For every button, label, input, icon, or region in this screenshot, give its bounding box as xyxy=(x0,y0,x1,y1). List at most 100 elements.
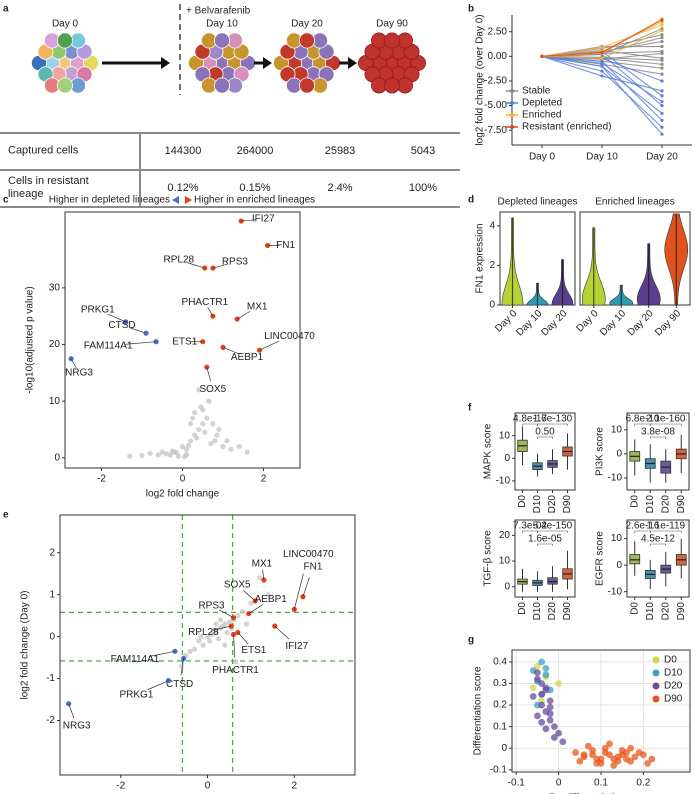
lineage-point xyxy=(660,29,664,33)
y-tick-label: -7.50 xyxy=(484,125,507,136)
x-tick-label: 0 xyxy=(556,778,562,789)
point xyxy=(572,749,579,756)
y-tick-label: 0 xyxy=(616,449,622,460)
point xyxy=(212,438,218,444)
lineage-point xyxy=(600,45,604,50)
p-value: 1.1e-119 xyxy=(646,521,685,532)
point xyxy=(644,759,652,767)
table-cell: 100% xyxy=(408,182,438,194)
x-tick-label: Day 10 xyxy=(514,308,544,338)
leader-line xyxy=(180,658,184,676)
x-tick-label: D0 xyxy=(629,495,640,508)
point-label: FAM114A1 xyxy=(111,654,160,665)
point xyxy=(546,703,554,711)
arrow-head xyxy=(348,57,357,69)
table-rule xyxy=(139,132,141,208)
y-tick-label: 30 xyxy=(49,283,61,294)
panel-letter: a xyxy=(3,4,9,15)
point xyxy=(209,631,215,638)
point xyxy=(542,684,550,692)
point xyxy=(207,638,213,644)
header-right: Higher in enriched lineages xyxy=(194,195,315,206)
x-tick-label: Day 20 xyxy=(539,308,569,338)
point xyxy=(538,701,546,709)
arrow-right xyxy=(185,196,192,204)
point xyxy=(179,443,186,450)
y-tick-label: 4 xyxy=(489,220,495,231)
leader-line xyxy=(212,263,228,269)
y-tick-label: -10 xyxy=(608,586,623,597)
leader-line xyxy=(187,262,205,269)
point xyxy=(529,693,537,700)
leader-line xyxy=(259,340,280,351)
point xyxy=(601,749,609,756)
x-tick-label: Day 90 xyxy=(653,308,683,338)
point xyxy=(542,664,550,672)
legend-swatch xyxy=(510,101,514,105)
comparison-bracket xyxy=(649,436,667,439)
x-tick-label: 0.1 xyxy=(594,778,608,789)
point xyxy=(244,449,250,455)
box xyxy=(547,577,558,585)
y-tick-label: 0 xyxy=(49,631,55,642)
leader-line xyxy=(124,341,157,345)
table-cell: 0.15% xyxy=(239,182,271,194)
point-label: RPL28 xyxy=(163,255,194,266)
point xyxy=(542,671,550,679)
point-label: ETS1 xyxy=(172,336,197,347)
x-tick-label: D90 xyxy=(676,495,687,514)
point xyxy=(196,387,202,393)
point xyxy=(204,634,211,640)
highlight-point xyxy=(210,265,216,271)
x-tick-label: -2 xyxy=(97,474,106,485)
y-tick-label: 2 xyxy=(49,547,55,558)
point-label: AEBP1 xyxy=(255,594,288,605)
point xyxy=(185,442,192,448)
lineage-point xyxy=(660,36,664,40)
point xyxy=(576,757,584,765)
panel-letter: c xyxy=(3,195,9,206)
x-tick-label: D10 xyxy=(645,602,656,621)
y-tick-label: -2.50 xyxy=(484,76,507,87)
facet-title: Enriched lineages xyxy=(595,197,675,208)
comparison-bracket xyxy=(649,530,682,533)
point xyxy=(538,680,546,687)
p-value: 5.4e-150 xyxy=(533,521,573,532)
y-tick-label: -1 xyxy=(46,673,55,684)
point xyxy=(538,690,546,698)
plot-frame xyxy=(514,412,576,491)
point xyxy=(529,684,537,692)
point-label: NRG3 xyxy=(65,367,93,378)
plot-frame xyxy=(59,514,356,776)
lineage-point xyxy=(660,118,664,122)
cell-icon xyxy=(57,77,74,94)
point xyxy=(546,716,554,724)
point-label: PRKG1 xyxy=(120,689,154,700)
y-tick-label: 0.4 xyxy=(493,657,507,668)
y-tick-label: 10 xyxy=(611,424,623,435)
leader-line xyxy=(130,327,147,334)
point xyxy=(555,680,563,687)
point xyxy=(597,759,605,767)
point xyxy=(215,636,221,642)
y-axis-title: TGF-β score xyxy=(483,530,494,587)
point-label: ETS1 xyxy=(241,645,266,656)
facet-title: Depleted lineages xyxy=(497,197,577,208)
plot-frame xyxy=(64,211,301,469)
y-tick-label: 10 xyxy=(499,430,511,441)
p-value: 2.6e-16 xyxy=(626,521,660,532)
legend-label: D20 xyxy=(664,681,683,692)
p-value: 1.6e-130 xyxy=(533,414,573,425)
p-value: 4.8e-17 xyxy=(513,414,547,425)
comparison-bracket xyxy=(537,436,553,439)
comparison-bracket xyxy=(649,423,682,426)
point xyxy=(226,619,232,625)
x-tick-label: Day 20 xyxy=(646,152,678,163)
point xyxy=(224,438,230,444)
x-tick-label: D20 xyxy=(547,602,558,621)
lineage-point xyxy=(660,18,664,22)
lineage-point xyxy=(600,56,604,60)
x-tick-label: D0 xyxy=(517,602,528,615)
x-tick-label: Day 0 xyxy=(529,152,556,163)
